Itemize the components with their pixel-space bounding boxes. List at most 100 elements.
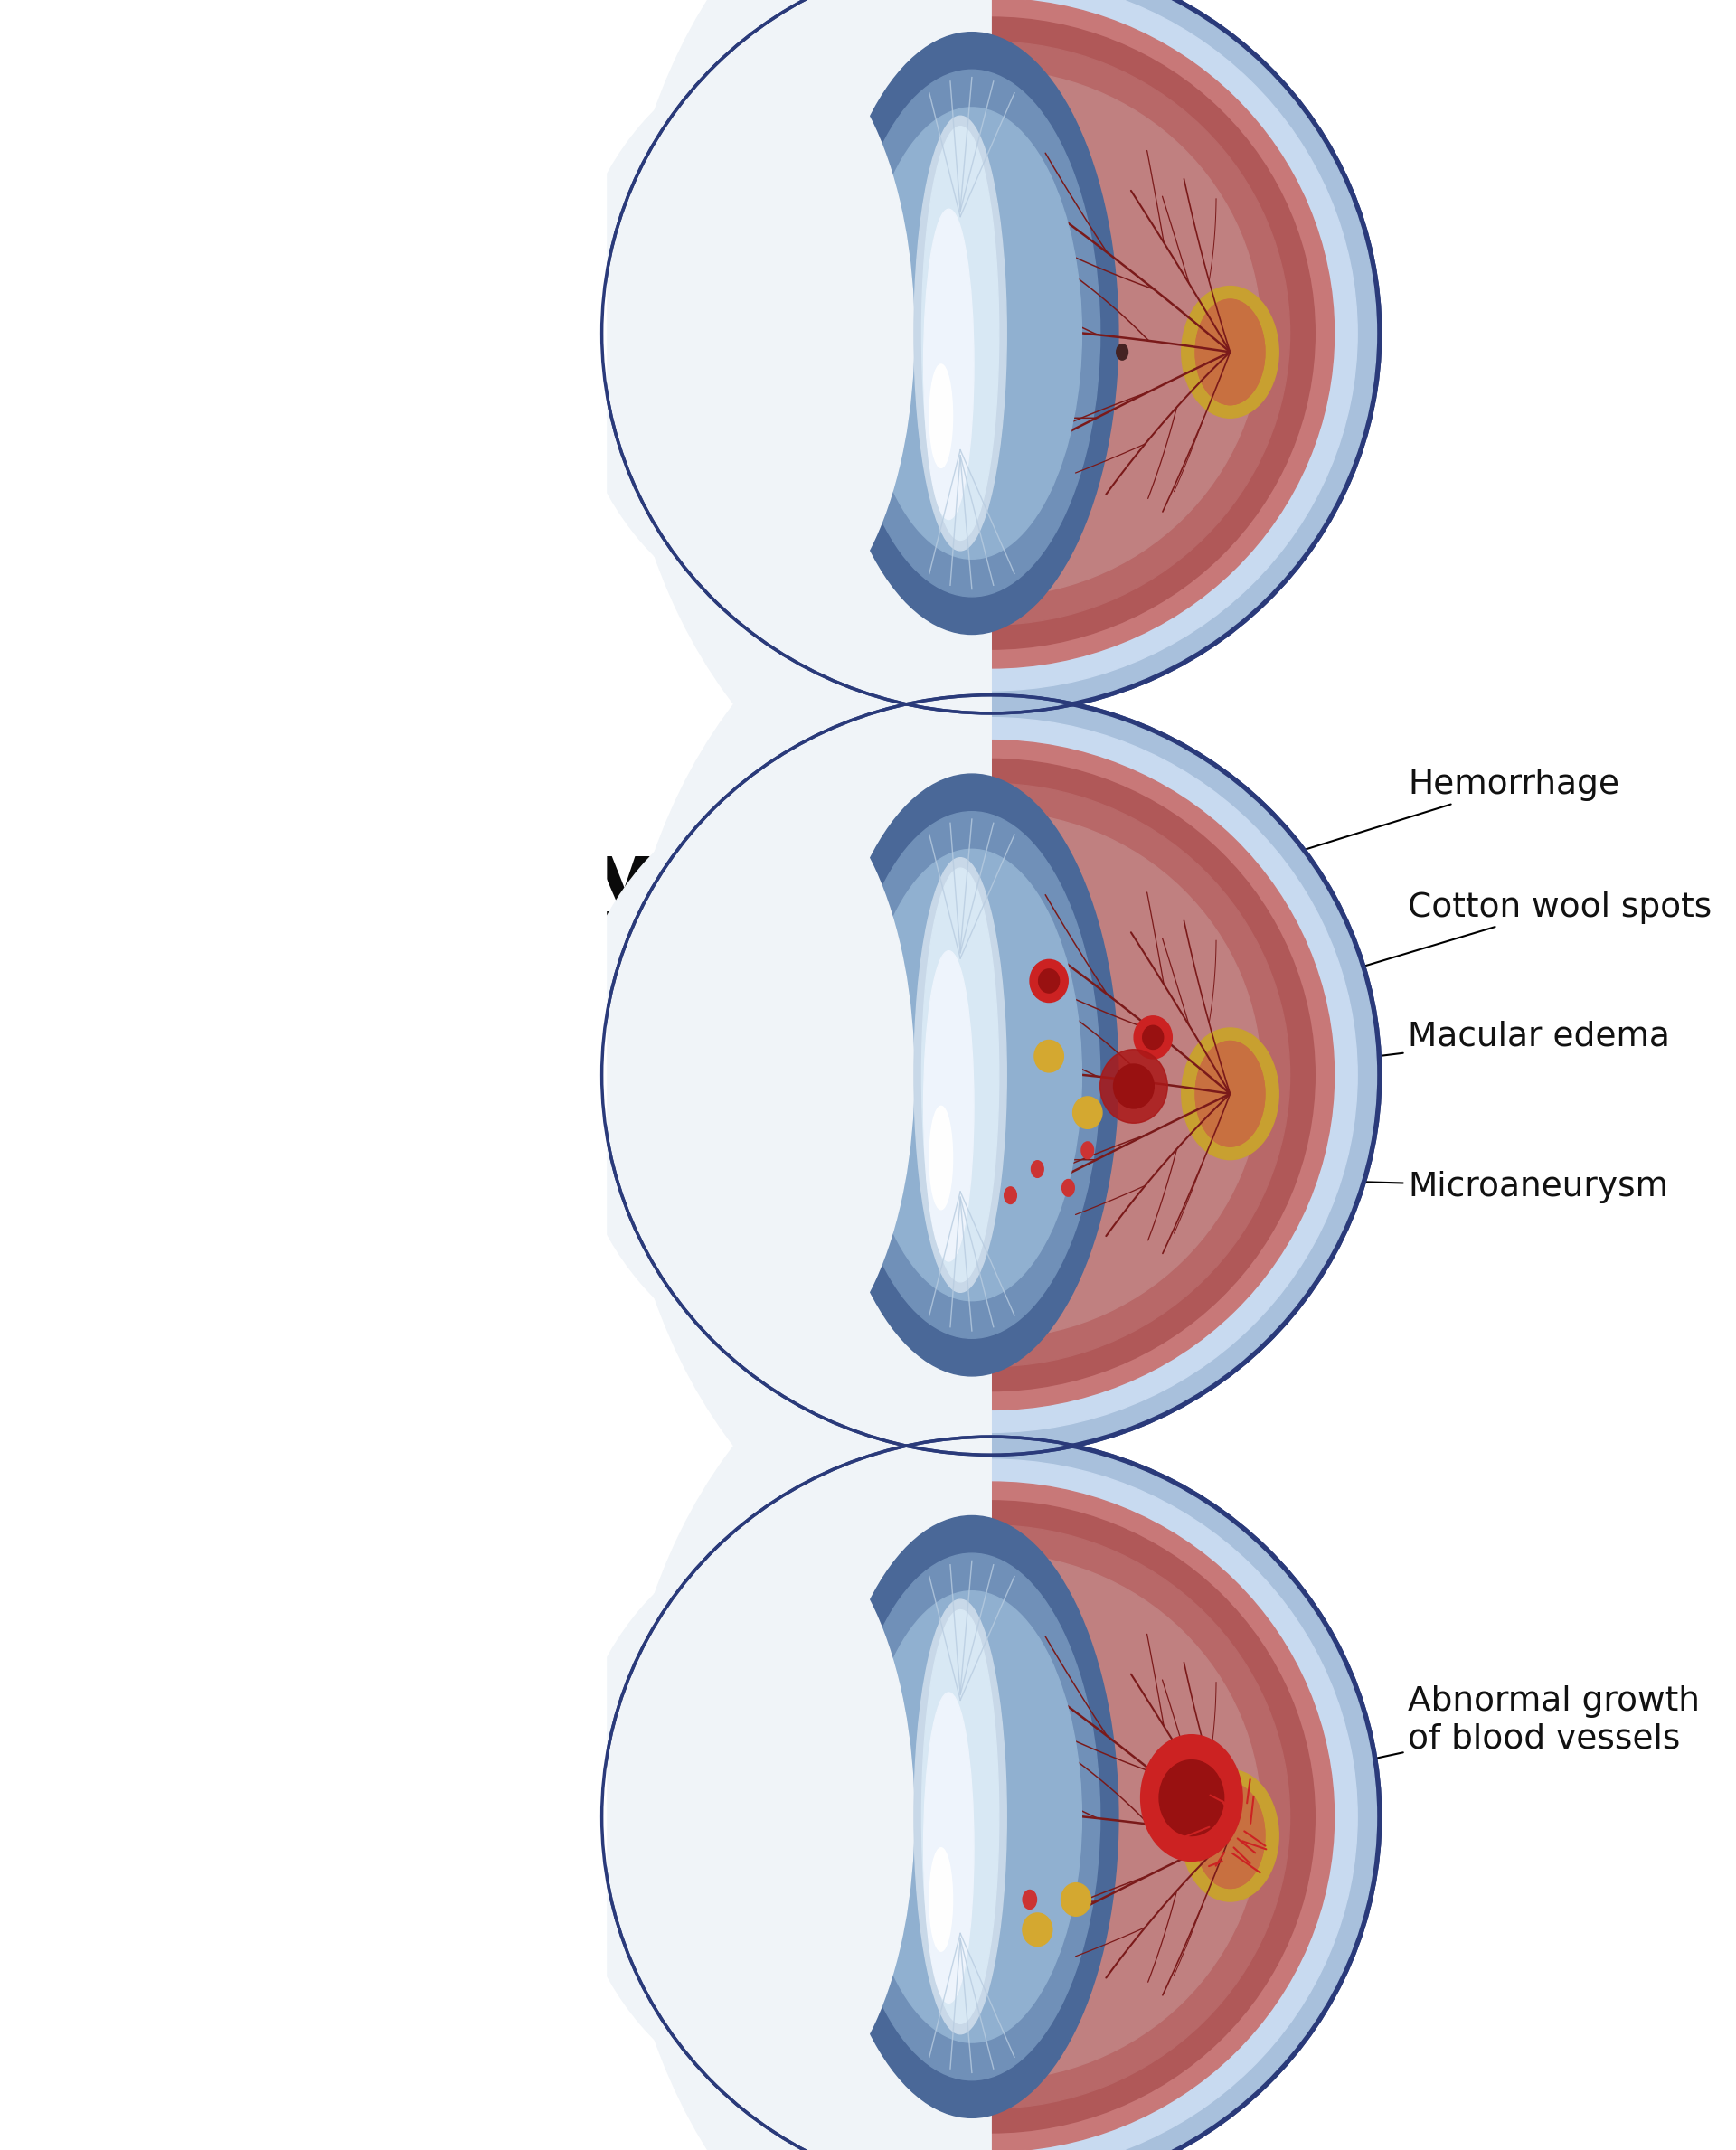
Ellipse shape bbox=[953, 922, 991, 965]
Ellipse shape bbox=[644, 783, 915, 1367]
Ellipse shape bbox=[1029, 959, 1068, 1002]
Ellipse shape bbox=[863, 108, 1082, 559]
Ellipse shape bbox=[1113, 1064, 1154, 1109]
Ellipse shape bbox=[863, 1591, 1082, 2042]
Ellipse shape bbox=[929, 363, 953, 469]
Ellipse shape bbox=[922, 1610, 998, 2023]
Ellipse shape bbox=[1061, 1883, 1090, 1916]
Ellipse shape bbox=[644, 1524, 915, 2109]
Text: Cotton wool spots: Cotton wool spots bbox=[1068, 890, 1712, 1056]
Circle shape bbox=[1003, 1187, 1017, 1204]
Ellipse shape bbox=[648, 0, 1335, 669]
Ellipse shape bbox=[1035, 1041, 1064, 1073]
Ellipse shape bbox=[844, 1552, 1101, 2081]
Text: Retinopathy: Retinopathy bbox=[62, 1742, 476, 1802]
Ellipse shape bbox=[602, 0, 1380, 714]
Ellipse shape bbox=[825, 774, 1118, 1376]
Ellipse shape bbox=[962, 931, 983, 955]
Text: Microaneurysm: Microaneurysm bbox=[1040, 1170, 1668, 1204]
Ellipse shape bbox=[1101, 1049, 1168, 1122]
Ellipse shape bbox=[568, 41, 1068, 628]
Ellipse shape bbox=[915, 116, 1007, 550]
Bar bbox=[0, 1251, 606, 2150]
Ellipse shape bbox=[1196, 1041, 1266, 1146]
Text: Diabetic: Diabetic bbox=[62, 742, 460, 826]
Ellipse shape bbox=[915, 858, 1007, 1292]
Ellipse shape bbox=[625, 718, 1358, 1432]
Ellipse shape bbox=[667, 1501, 1314, 2133]
Ellipse shape bbox=[1141, 1735, 1243, 1862]
Ellipse shape bbox=[955, 1683, 990, 1724]
Ellipse shape bbox=[1160, 1761, 1224, 1836]
Ellipse shape bbox=[1196, 299, 1266, 404]
Ellipse shape bbox=[648, 740, 1335, 1410]
Bar bbox=[0, 512, 606, 1638]
Ellipse shape bbox=[929, 1847, 953, 1952]
Ellipse shape bbox=[929, 1105, 953, 1210]
Ellipse shape bbox=[1182, 286, 1279, 417]
Ellipse shape bbox=[648, 1481, 1335, 2150]
Text: Normal: Normal bbox=[62, 75, 420, 159]
Ellipse shape bbox=[722, 813, 1260, 1337]
Ellipse shape bbox=[693, 1524, 1290, 2109]
Ellipse shape bbox=[602, 1436, 1380, 2150]
Text: Hemorrhage: Hemorrhage bbox=[1005, 768, 1620, 942]
Ellipse shape bbox=[1182, 1769, 1279, 1901]
Text: Nonproliferative: Nonproliferative bbox=[62, 1032, 620, 1092]
Ellipse shape bbox=[844, 71, 1101, 598]
Wedge shape bbox=[618, 0, 991, 845]
Ellipse shape bbox=[1134, 1017, 1172, 1058]
Ellipse shape bbox=[1038, 970, 1059, 993]
Text: Retinopathy: Retinopathy bbox=[62, 839, 653, 922]
Ellipse shape bbox=[1196, 1041, 1266, 1146]
Text: Retinopathy: Retinopathy bbox=[62, 1118, 476, 1178]
Ellipse shape bbox=[924, 950, 974, 1262]
Circle shape bbox=[1082, 1142, 1094, 1159]
Ellipse shape bbox=[625, 1460, 1358, 2150]
Ellipse shape bbox=[825, 1516, 1118, 2118]
Ellipse shape bbox=[825, 32, 1118, 634]
Ellipse shape bbox=[1196, 299, 1266, 404]
Ellipse shape bbox=[1196, 1782, 1266, 1888]
Text: Proliferative: Proliferative bbox=[62, 1656, 484, 1716]
Ellipse shape bbox=[602, 694, 1380, 1456]
Ellipse shape bbox=[844, 813, 1101, 1337]
Text: Macular edema: Macular edema bbox=[1137, 1019, 1670, 1086]
Ellipse shape bbox=[606, 699, 1377, 1451]
Ellipse shape bbox=[1196, 1782, 1266, 1888]
Ellipse shape bbox=[568, 1524, 1068, 2111]
Ellipse shape bbox=[922, 869, 998, 1281]
Ellipse shape bbox=[693, 41, 1290, 626]
Ellipse shape bbox=[1182, 1028, 1279, 1159]
Ellipse shape bbox=[635, 821, 847, 1329]
Ellipse shape bbox=[915, 1600, 1007, 2034]
Ellipse shape bbox=[962, 1692, 981, 1716]
Ellipse shape bbox=[644, 41, 915, 626]
Circle shape bbox=[1116, 344, 1128, 359]
Ellipse shape bbox=[635, 80, 847, 587]
Ellipse shape bbox=[863, 849, 1082, 1301]
Circle shape bbox=[1023, 1890, 1036, 1909]
Ellipse shape bbox=[1023, 1914, 1052, 1946]
Ellipse shape bbox=[635, 1563, 847, 2070]
Ellipse shape bbox=[924, 209, 974, 520]
Ellipse shape bbox=[924, 1692, 974, 2004]
Ellipse shape bbox=[568, 783, 1068, 1370]
Wedge shape bbox=[618, 1305, 991, 2150]
Text: Abnormal growth
of blood vessels: Abnormal growth of blood vessels bbox=[1194, 1686, 1700, 1797]
Ellipse shape bbox=[693, 783, 1290, 1367]
Ellipse shape bbox=[1142, 1026, 1163, 1049]
Ellipse shape bbox=[722, 71, 1260, 598]
Ellipse shape bbox=[922, 127, 998, 540]
Ellipse shape bbox=[667, 17, 1314, 649]
Bar bbox=[0, 0, 606, 899]
Ellipse shape bbox=[1073, 1096, 1102, 1129]
Ellipse shape bbox=[606, 1440, 1377, 2150]
Circle shape bbox=[1031, 1161, 1043, 1178]
Wedge shape bbox=[618, 563, 991, 1587]
Ellipse shape bbox=[667, 759, 1314, 1391]
Circle shape bbox=[1062, 1180, 1075, 1195]
Ellipse shape bbox=[606, 0, 1377, 710]
Ellipse shape bbox=[625, 0, 1358, 690]
Ellipse shape bbox=[722, 1552, 1260, 2081]
